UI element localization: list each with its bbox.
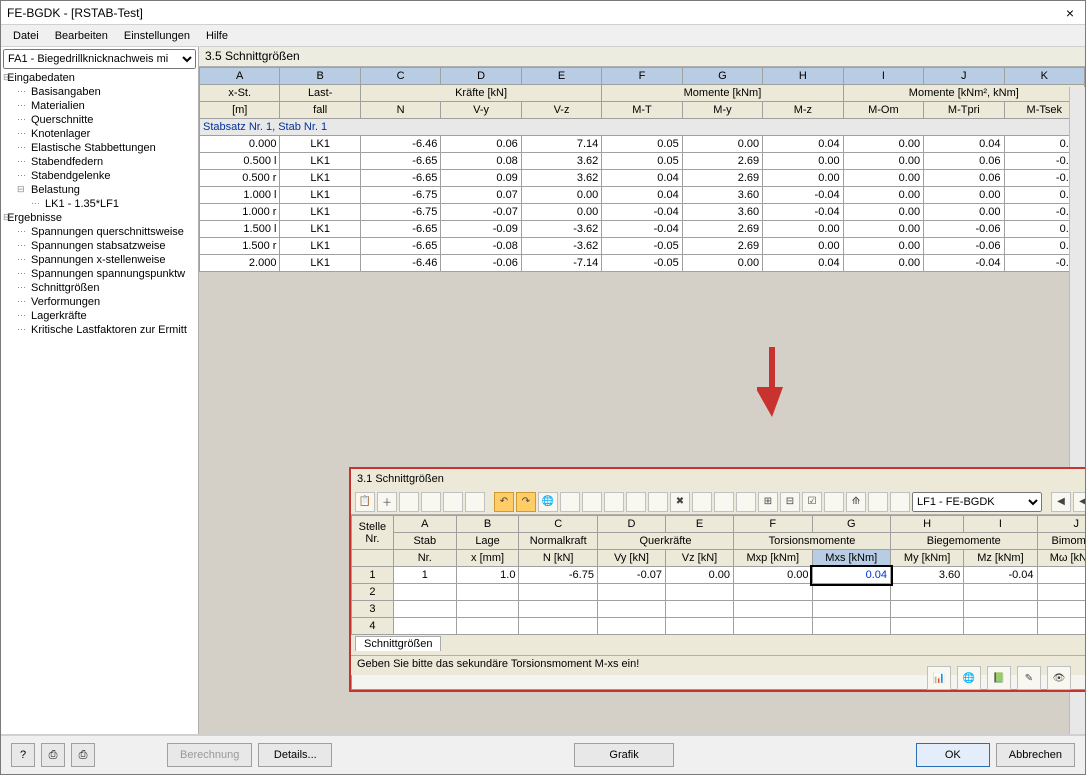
right-icon-bar: 📊🌐📗✎👁 bbox=[927, 666, 1071, 690]
tree-node[interactable]: Spannungen x-stellenweise bbox=[5, 253, 196, 267]
close-icon[interactable]: × bbox=[1061, 5, 1079, 21]
toolbar-button[interactable] bbox=[868, 492, 888, 512]
toolbar-nav-button[interactable]: ◀ bbox=[1051, 492, 1071, 512]
tree-node[interactable]: Spannungen spannungspunktw bbox=[5, 267, 196, 281]
sidebar-select[interactable]: FA1 - Biegedrillknicknachweis mi bbox=[3, 49, 196, 69]
toolbar-button[interactable]: ↷ bbox=[516, 492, 536, 512]
result-icon-button[interactable]: 📗 bbox=[987, 666, 1011, 690]
menu-bearbeiten[interactable]: Bearbeiten bbox=[47, 27, 116, 45]
main-area: FA1 - Biegedrillknicknachweis mi Eingabe… bbox=[1, 47, 1085, 734]
tree-node[interactable]: Belastung bbox=[5, 183, 196, 197]
title-bar: FE-BGDK - [RSTAB-Test] × bbox=[1, 1, 1085, 25]
toolbar-button[interactable]: 🌐 bbox=[538, 492, 558, 512]
result-icon-button[interactable]: 📊 bbox=[927, 666, 951, 690]
tree-node[interactable]: Querschnitte bbox=[5, 113, 196, 127]
toolbar-button[interactable]: ＋ bbox=[377, 492, 397, 512]
overlay-grid-wrap: StelleNr.ABCDEFGHIJK▲StabLageNormalkraft… bbox=[351, 515, 1085, 635]
help-button[interactable]: ? bbox=[11, 743, 35, 767]
tree-node[interactable]: Lagerkräfte bbox=[5, 309, 196, 323]
toolbar-button[interactable] bbox=[692, 492, 712, 512]
ok-button[interactable]: OK bbox=[916, 743, 990, 767]
tree-node[interactable]: Kritische Lastfaktoren zur Ermitt bbox=[5, 323, 196, 337]
tree-node[interactable]: Materialien bbox=[5, 99, 196, 113]
toolbar-button[interactable] bbox=[736, 492, 756, 512]
tree-node[interactable]: Schnittgrößen bbox=[5, 281, 196, 295]
overlay-toolbar: 📋＋↶↷🌐✖⊞⊟☑⟰LF1 - FE-BGDK◀◀▶▶↔ bbox=[351, 489, 1085, 515]
toolbar-button[interactable]: ⊟ bbox=[780, 492, 800, 512]
tree-node[interactable]: Eingabedaten bbox=[5, 71, 196, 85]
toolbar-nav-button[interactable]: ◀ bbox=[1073, 492, 1085, 512]
toolbar-button[interactable] bbox=[560, 492, 580, 512]
overlay-tabs: Schnittgrößen bbox=[351, 635, 1085, 655]
overlay-title-bar: 3.1 Schnittgrößen × bbox=[351, 469, 1085, 489]
footer: ? ⎙ ⎙ Berechnung Details... Grafik OK Ab… bbox=[1, 734, 1085, 774]
details-button[interactable]: Details... bbox=[258, 743, 332, 767]
toolbar-button[interactable] bbox=[443, 492, 463, 512]
overlay-tab[interactable]: Schnittgrößen bbox=[355, 636, 441, 651]
toolbar-button[interactable]: 📋 bbox=[355, 492, 375, 512]
toolbar-button[interactable] bbox=[890, 492, 910, 512]
menu-datei[interactable]: Datei bbox=[5, 27, 47, 45]
toolbar-button[interactable] bbox=[648, 492, 668, 512]
toolbar-button[interactable] bbox=[824, 492, 844, 512]
toolbar-button[interactable] bbox=[465, 492, 485, 512]
overlay-grid[interactable]: StelleNr.ABCDEFGHIJK▲StabLageNormalkraft… bbox=[351, 515, 1085, 635]
arrow-icon bbox=[757, 347, 787, 420]
sidebar: FA1 - Biegedrillknicknachweis mi Eingabe… bbox=[1, 47, 199, 734]
tree-node[interactable]: Knotenlager bbox=[5, 127, 196, 141]
window-title: FE-BGDK - [RSTAB-Test] bbox=[7, 6, 1061, 20]
toolbar-button[interactable]: ↶ bbox=[494, 492, 514, 512]
export2-button[interactable]: ⎙ bbox=[71, 743, 95, 767]
result-icon-button[interactable]: ✎ bbox=[1017, 666, 1041, 690]
toolbar-button[interactable]: ☑ bbox=[802, 492, 822, 512]
overlay-loadcase-select[interactable]: LF1 - FE-BGDK bbox=[912, 492, 1042, 512]
menu-hilfe[interactable]: Hilfe bbox=[198, 27, 236, 45]
tree-node[interactable]: Verformungen bbox=[5, 295, 196, 309]
nav-tree: EingabedatenBasisangabenMaterialienQuers… bbox=[3, 71, 196, 732]
toolbar-button[interactable] bbox=[582, 492, 602, 512]
tree-node[interactable]: Basisangaben bbox=[5, 85, 196, 99]
toolbar-button[interactable]: ⟰ bbox=[846, 492, 866, 512]
overlay-panel: 3.1 Schnittgrößen × 📋＋↶↷🌐✖⊞⊟☑⟰LF1 - FE-B… bbox=[349, 467, 1085, 692]
content-area: 3.5 Schnittgrößen ABCDEFGHIJKx-St.Last-K… bbox=[199, 47, 1085, 734]
overlay-title: 3.1 Schnittgrößen bbox=[357, 473, 1085, 485]
abbrechen-button[interactable]: Abbrechen bbox=[996, 743, 1075, 767]
toolbar-button[interactable] bbox=[399, 492, 419, 512]
tree-node[interactable]: Elastische Stabbettungen bbox=[5, 141, 196, 155]
menu-bar: Datei Bearbeiten Einstellungen Hilfe bbox=[1, 25, 1085, 47]
toolbar-button[interactable] bbox=[604, 492, 624, 512]
section-header: 3.5 Schnittgrößen bbox=[199, 47, 1085, 67]
tree-node[interactable]: LK1 - 1.35*LF1 bbox=[5, 197, 196, 211]
toolbar-button[interactable] bbox=[421, 492, 441, 512]
toolbar-button[interactable] bbox=[626, 492, 646, 512]
result-icon-button[interactable]: 👁 bbox=[1047, 666, 1071, 690]
menu-einstellungen[interactable]: Einstellungen bbox=[116, 27, 198, 45]
tree-node[interactable]: Stabendgelenke bbox=[5, 169, 196, 183]
berechnung-button[interactable]: Berechnung bbox=[167, 743, 252, 767]
export1-button[interactable]: ⎙ bbox=[41, 743, 65, 767]
toolbar-button[interactable] bbox=[714, 492, 734, 512]
result-icon-button[interactable]: 🌐 bbox=[957, 666, 981, 690]
tree-node[interactable]: Ergebnisse bbox=[5, 211, 196, 225]
tree-node[interactable]: Spannungen stabsatzweise bbox=[5, 239, 196, 253]
toolbar-button[interactable]: ⊞ bbox=[758, 492, 778, 512]
main-grid[interactable]: ABCDEFGHIJKx-St.Last-Kräfte [kN]Momente … bbox=[199, 67, 1085, 272]
tree-node[interactable]: Spannungen querschnittsweise bbox=[5, 225, 196, 239]
tree-node[interactable]: Stabendfedern bbox=[5, 155, 196, 169]
toolbar-button[interactable]: ✖ bbox=[670, 492, 690, 512]
grafik-button[interactable]: Grafik bbox=[574, 743, 674, 767]
